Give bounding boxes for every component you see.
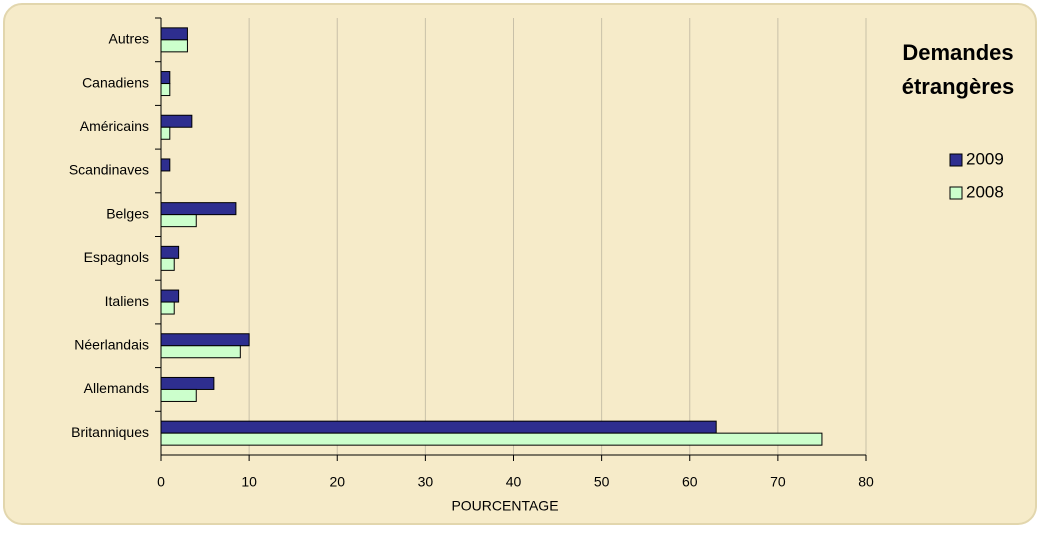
y-tick-label: Scandinaves	[69, 162, 149, 178]
bar	[160, 420, 717, 434]
legend-swatch	[949, 153, 963, 167]
bar	[160, 301, 175, 315]
bar	[160, 202, 237, 216]
y-tick-label: Américains	[80, 118, 149, 134]
bar	[160, 289, 180, 303]
x-tick-label: 50	[594, 474, 610, 490]
y-tick-label: Belges	[106, 205, 149, 221]
legend-label: 2009	[966, 149, 1004, 168]
bar	[160, 83, 171, 97]
bar	[160, 257, 175, 271]
y-tick-label: Néerlandais	[74, 336, 149, 352]
x-tick-label: 20	[329, 474, 345, 490]
bar	[160, 158, 171, 172]
bar	[160, 114, 193, 128]
x-tick-label: 70	[770, 474, 786, 490]
bar	[160, 376, 215, 390]
bar	[160, 39, 188, 53]
bar	[160, 245, 180, 259]
y-tick-label: Canadiens	[82, 74, 149, 90]
y-tick-label: Italiens	[105, 293, 149, 309]
x-tick-label: 60	[682, 474, 698, 490]
bar	[160, 345, 241, 359]
bar	[160, 71, 171, 85]
x-tick-label: 10	[241, 474, 257, 490]
bar	[160, 432, 823, 446]
bar	[160, 126, 171, 140]
x-axis-label: POURCENTAGE	[451, 498, 558, 514]
x-tick-label: 40	[506, 474, 522, 490]
x-tick-label: 80	[858, 474, 874, 490]
y-tick-label: Allemands	[84, 380, 149, 396]
x-tick-label: 0	[157, 474, 165, 490]
x-tick-label: 30	[418, 474, 434, 490]
bar	[160, 388, 197, 402]
y-tick-label: Espagnols	[84, 249, 149, 265]
legend-swatch	[949, 186, 963, 200]
legend-label: 2008	[966, 182, 1004, 201]
bar	[160, 333, 250, 347]
y-tick-label: Autres	[109, 31, 149, 47]
bar	[160, 214, 197, 228]
y-tick-label: Britanniques	[71, 424, 149, 440]
chart-title: Demandes étrangères	[901, 40, 1015, 99]
bar	[160, 27, 188, 41]
